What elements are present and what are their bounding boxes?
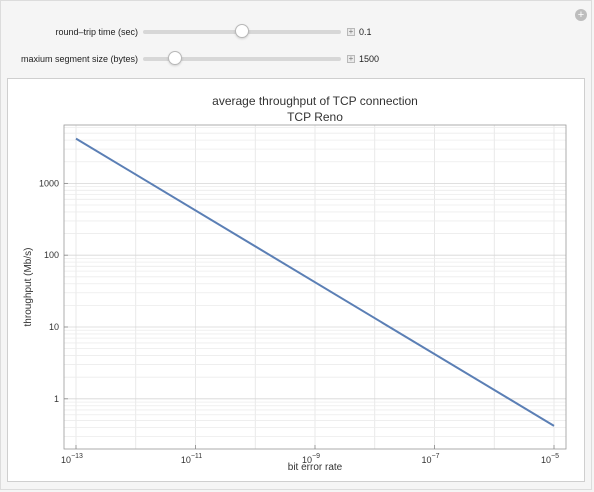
mss-value: 1500 bbox=[359, 54, 380, 64]
y-tick-label: 10 bbox=[49, 322, 59, 332]
series-layer bbox=[75, 137, 555, 427]
y-tick-label: 1 bbox=[54, 394, 59, 404]
rtt-control-row: round–trip time (sec) + 0.1 bbox=[0, 24, 594, 40]
x-tick-label: 10−13 bbox=[61, 453, 83, 465]
rtt-slider[interactable] bbox=[143, 24, 341, 38]
rtt-label: round–trip time (sec) bbox=[55, 27, 138, 37]
y-tick-label: 100 bbox=[44, 250, 59, 260]
x-tick-label: 10−9 bbox=[302, 453, 320, 465]
throughput-series-line bbox=[75, 137, 555, 427]
x-axis-label: bit error rate bbox=[288, 462, 343, 473]
rtt-value: 0.1 bbox=[359, 27, 372, 37]
x-tick-label: 10−5 bbox=[541, 453, 559, 465]
rtt-expand-plus-icon[interactable]: + bbox=[347, 27, 355, 36]
throughput-chart: average throughput of TCP connection TCP… bbox=[23, 94, 567, 473]
plus-circle-icon[interactable]: + bbox=[575, 9, 587, 21]
axis-ticks: 10−13 10−11 10−9 10−7 10−5 1 10 100 1000 bbox=[39, 178, 559, 465]
chart-grid bbox=[64, 125, 566, 450]
plot-area: average throughput of TCP connection TCP… bbox=[7, 78, 585, 482]
rtt-slider-thumb[interactable] bbox=[235, 24, 249, 38]
chart-subtitle: TCP Reno bbox=[287, 110, 343, 124]
chart-title: average throughput of TCP connection bbox=[212, 94, 418, 108]
mss-label: maxium segment size (bytes) bbox=[20, 54, 138, 64]
mss-expand-plus-icon[interactable]: + bbox=[347, 54, 355, 63]
mss-slider[interactable] bbox=[143, 51, 341, 65]
x-tick-label: 10−7 bbox=[422, 453, 440, 465]
mss-slider-thumb[interactable] bbox=[167, 51, 182, 65]
mss-control-row: maxium segment size (bytes) + 1500 bbox=[0, 51, 594, 67]
y-axis-label: throughput (Mb/s) bbox=[23, 248, 34, 327]
x-tick-label: 10−11 bbox=[181, 453, 202, 465]
y-tick-label: 1000 bbox=[39, 178, 59, 188]
